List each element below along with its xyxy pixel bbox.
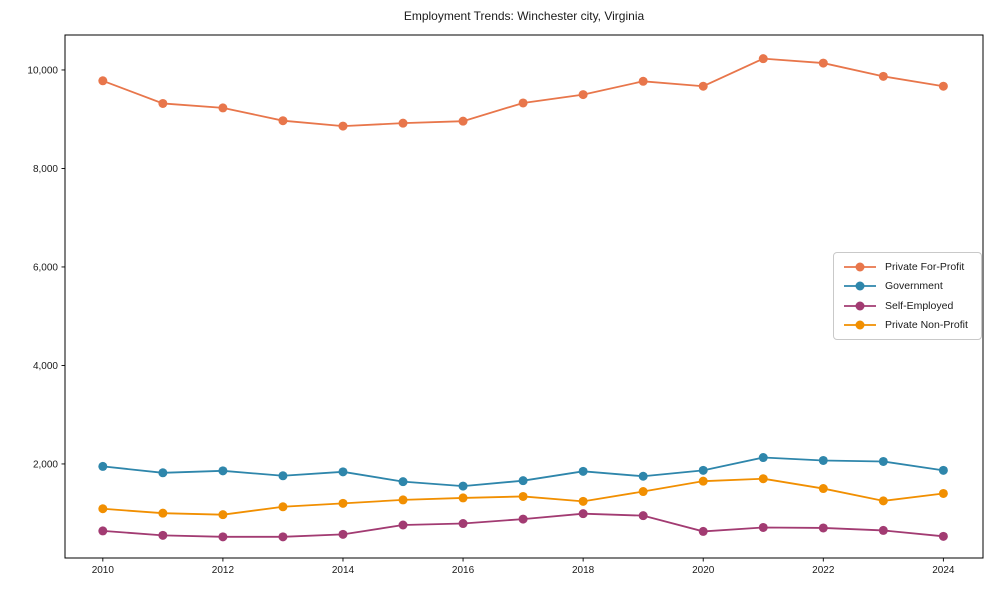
data-point-government — [398, 477, 408, 487]
data-point-government — [698, 465, 708, 475]
data-point-self-employed — [218, 532, 228, 542]
legend-label-self-employed: Self-Employed — [885, 299, 954, 312]
y-tick-label: 2,000 — [33, 459, 58, 470]
data-point-self-employed — [698, 526, 708, 536]
data-point-government — [638, 471, 648, 481]
y-tick-label: 4,000 — [33, 361, 58, 372]
legend-item-government: Government — [843, 277, 977, 295]
legend-marker-private-for-profit — [844, 262, 876, 272]
data-point-government — [758, 453, 768, 463]
data-point-private-for-profit — [938, 81, 948, 91]
legend: Private For-Profit Government Self-Employe… — [833, 252, 982, 340]
data-point-private-for-profit — [458, 116, 468, 126]
data-point-government — [98, 461, 108, 471]
data-point-self-employed — [818, 523, 828, 533]
data-point-self-employed — [518, 514, 528, 524]
data-point-private-non-profit — [398, 495, 408, 505]
data-point-private-for-profit — [278, 116, 288, 126]
data-point-government — [518, 476, 528, 486]
data-point-private-for-profit — [758, 54, 768, 64]
legend-dot — [855, 262, 865, 272]
data-point-private-non-profit — [218, 510, 228, 520]
y-tick-label: 6,000 — [33, 262, 58, 273]
legend-marker-self-employed — [844, 301, 876, 311]
data-point-private-for-profit — [878, 71, 888, 81]
data-point-self-employed — [158, 530, 168, 540]
data-point-self-employed — [758, 522, 768, 532]
legend-item-private-non-profit: Private Non-Profit — [843, 316, 977, 334]
data-point-self-employed — [638, 511, 648, 521]
legend-item-private-for-profit: Private For-Profit — [843, 258, 977, 276]
x-tick-label: 2014 — [332, 565, 355, 576]
data-point-private-non-profit — [698, 476, 708, 486]
data-point-government — [278, 471, 288, 481]
data-point-government — [578, 466, 588, 476]
data-point-private-non-profit — [638, 487, 648, 497]
legend-marker-private-non-profit — [844, 320, 876, 330]
data-point-private-non-profit — [878, 496, 888, 506]
data-point-private-for-profit — [218, 103, 228, 113]
data-point-private-non-profit — [158, 508, 168, 518]
data-point-self-employed — [338, 529, 348, 539]
legend-label-private-for-profit: Private For-Profit — [885, 260, 965, 273]
data-point-private-non-profit — [938, 488, 948, 498]
data-point-private-for-profit — [578, 90, 588, 100]
legend-dot — [855, 281, 865, 291]
data-point-self-employed — [578, 509, 588, 519]
x-tick-label: 2018 — [572, 565, 595, 576]
x-tick-label: 2024 — [932, 565, 955, 576]
legend-dot — [855, 320, 865, 330]
legend-label-private-non-profit: Private Non-Profit — [885, 319, 968, 332]
data-point-private-non-profit — [518, 491, 528, 501]
data-point-self-employed — [98, 526, 108, 536]
data-point-government — [938, 465, 948, 475]
data-point-government — [458, 481, 468, 491]
data-point-self-employed — [458, 519, 468, 529]
y-tick-label: 10,000 — [27, 65, 58, 76]
data-point-self-employed — [278, 532, 288, 542]
x-tick-label: 2016 — [452, 565, 475, 576]
legend-marker-government — [844, 281, 876, 291]
data-point-government — [818, 455, 828, 465]
data-point-private-for-profit — [818, 58, 828, 68]
data-point-private-for-profit — [338, 121, 348, 131]
data-point-self-employed — [878, 525, 888, 535]
x-tick-label: 2012 — [212, 565, 235, 576]
x-tick-label: 2020 — [692, 565, 715, 576]
x-tick-label: 2022 — [812, 565, 835, 576]
chart-title: Employment Trends: Winchester city, Virg… — [403, 9, 645, 23]
legend-item-self-employed: Self-Employed — [843, 297, 977, 315]
data-point-private-non-profit — [98, 504, 108, 514]
data-point-self-employed — [398, 520, 408, 530]
data-point-private-for-profit — [398, 118, 408, 128]
legend-dot — [855, 301, 865, 311]
series-line-private-for-profit — [102, 57, 944, 128]
data-point-government — [878, 456, 888, 466]
legend-label-government: Government — [885, 280, 943, 293]
data-point-private-non-profit — [578, 496, 588, 506]
data-point-private-for-profit — [98, 76, 108, 86]
data-point-government — [218, 466, 228, 476]
data-point-private-for-profit — [158, 98, 168, 108]
data-point-private-for-profit — [518, 98, 528, 108]
data-point-private-non-profit — [818, 484, 828, 494]
data-point-government — [158, 468, 168, 478]
data-point-private-non-profit — [338, 498, 348, 508]
data-point-private-non-profit — [458, 493, 468, 503]
data-point-private-for-profit — [698, 81, 708, 91]
x-tick-label: 2010 — [92, 565, 115, 576]
y-tick-label: 8,000 — [33, 164, 58, 175]
data-point-private-non-profit — [758, 474, 768, 484]
data-point-self-employed — [938, 531, 948, 541]
data-point-private-non-profit — [278, 502, 288, 512]
data-point-private-for-profit — [638, 76, 648, 86]
data-point-government — [338, 467, 348, 477]
axes-border — [64, 34, 984, 559]
